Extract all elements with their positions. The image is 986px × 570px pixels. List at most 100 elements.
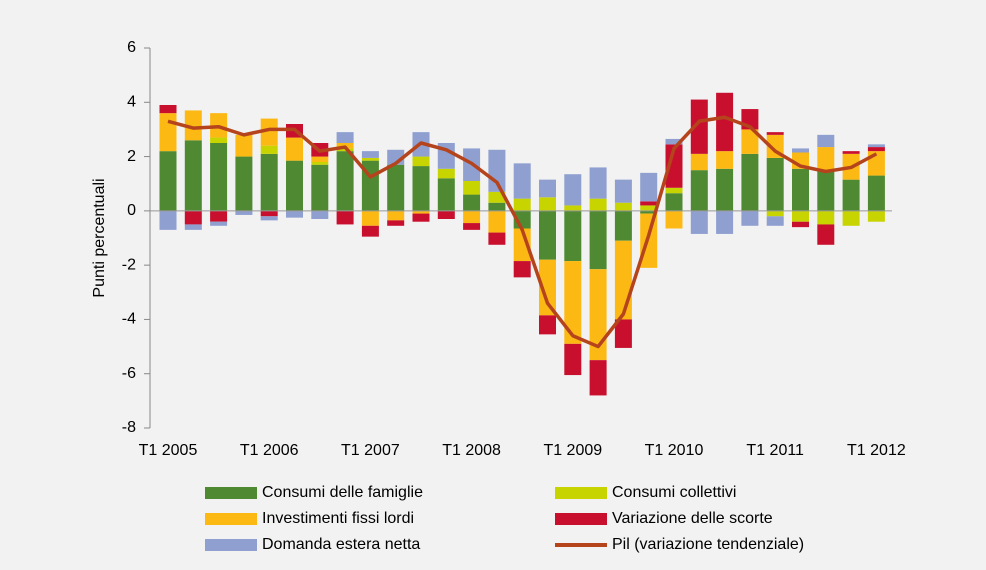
bar (640, 201, 658, 206)
bar (867, 175, 885, 211)
bar (589, 210, 607, 270)
bar (539, 179, 556, 198)
x-tick-label: T1 2007 (341, 442, 400, 459)
bar (640, 205, 658, 211)
bar (210, 210, 228, 222)
bar (589, 269, 607, 361)
bar (589, 360, 607, 396)
bar (412, 156, 430, 167)
bar (665, 187, 683, 194)
bar (690, 210, 708, 234)
bar (539, 259, 556, 316)
bar (690, 170, 708, 211)
bar (564, 174, 582, 206)
bar (614, 179, 632, 203)
legend-label: Variazione delle scorte (612, 510, 773, 527)
bar (867, 144, 885, 148)
bar (741, 210, 759, 226)
legend-swatch (205, 513, 257, 525)
bar (817, 170, 835, 211)
bar (260, 118, 278, 146)
bar (286, 160, 303, 211)
legend-swatch (205, 487, 257, 499)
bar (513, 198, 531, 211)
bar (437, 210, 455, 219)
bar (336, 132, 354, 143)
y-tick-label: -8 (122, 419, 136, 436)
bar (361, 157, 379, 161)
bar (260, 216, 278, 221)
bar (260, 145, 278, 154)
bar (741, 153, 759, 211)
bar (766, 216, 784, 226)
legend-label: Consumi collettivi (612, 484, 736, 501)
legend-swatch (205, 539, 257, 551)
bar (311, 164, 329, 211)
legend-swatch (555, 487, 607, 499)
bar (716, 92, 734, 152)
bar (184, 110, 202, 141)
bar (437, 178, 455, 211)
bar (412, 166, 430, 211)
bar (463, 223, 481, 230)
bar (159, 151, 177, 211)
bar (614, 202, 632, 211)
bar (665, 144, 683, 188)
bar (842, 151, 860, 154)
x-tick-label: T1 2012 (847, 442, 906, 459)
bar (286, 210, 303, 218)
bar (589, 198, 607, 211)
bar (665, 138, 683, 145)
x-tick-label: T1 2011 (746, 442, 804, 459)
bar (463, 181, 481, 195)
y-tick-label: -2 (122, 256, 136, 273)
bar (286, 137, 303, 161)
y-tick-label: 2 (127, 148, 136, 165)
bar (210, 143, 228, 211)
x-tick-label: T1 2010 (645, 442, 704, 459)
bar (690, 153, 708, 171)
y-tick-label: 0 (127, 202, 136, 219)
bar (184, 210, 202, 225)
bar (336, 148, 354, 152)
bar (614, 240, 632, 320)
bar (235, 210, 253, 215)
bar (159, 113, 177, 152)
bar (741, 129, 759, 154)
bar (665, 210, 683, 229)
x-tick-label: T1 2009 (543, 442, 602, 459)
bar (564, 205, 582, 211)
bar (184, 140, 202, 211)
bar (792, 148, 809, 153)
y-tick-label: -4 (122, 311, 136, 328)
legend-label: Domanda estera netta (262, 536, 420, 553)
bar (716, 210, 734, 234)
legend-swatch (555, 513, 607, 525)
bar (842, 179, 860, 211)
legend-label: Investimenti fissi lordi (262, 510, 414, 527)
bar (159, 105, 177, 114)
bar (437, 168, 455, 179)
bar (640, 172, 658, 202)
bar (387, 210, 405, 221)
bar (792, 221, 809, 228)
bar (235, 156, 253, 211)
bar (336, 210, 354, 225)
bar (311, 162, 329, 165)
x-tick-label: T1 2008 (442, 442, 501, 459)
bar (387, 220, 405, 226)
bar (690, 99, 708, 154)
bar (716, 151, 734, 169)
legend-label: Consumi delle famiglie (262, 484, 423, 501)
bar (640, 210, 658, 214)
bar (488, 202, 506, 211)
bar (513, 261, 531, 278)
bar (513, 228, 531, 262)
bar (463, 194, 481, 211)
bar (614, 210, 632, 241)
bar (665, 193, 683, 211)
bar (792, 168, 809, 211)
y-tick-label: -6 (122, 365, 136, 382)
